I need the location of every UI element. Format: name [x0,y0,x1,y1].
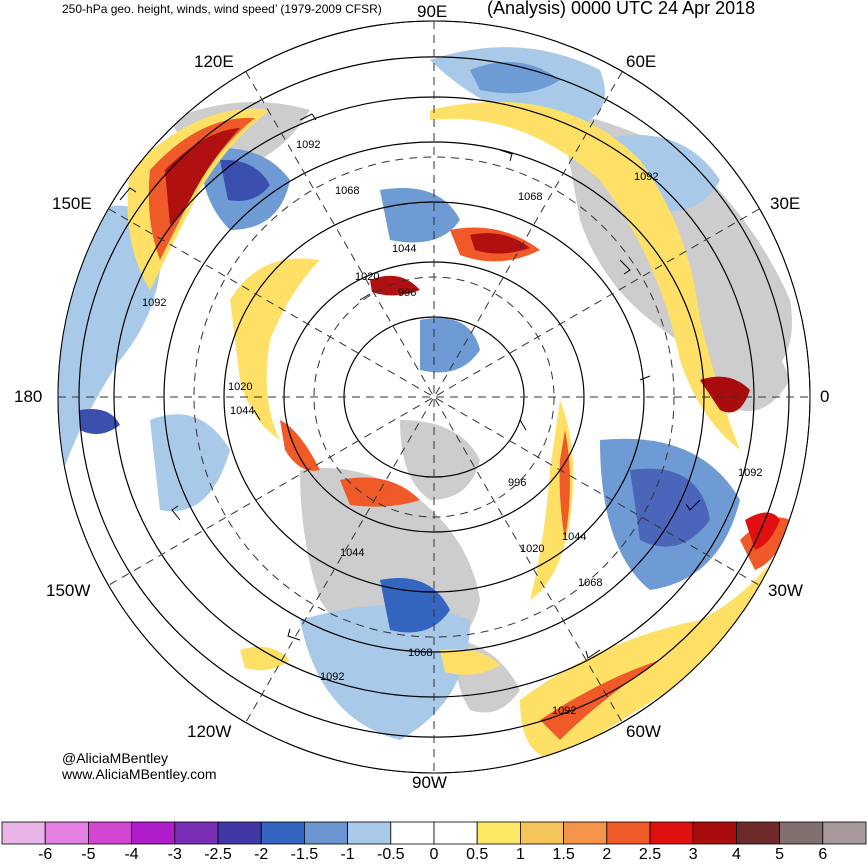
contour-label: 1092 [296,139,320,151]
colorbar-tick-label: 6 [818,846,828,863]
colorbar-swatch [606,821,651,845]
colorbar-swatch [692,821,737,845]
polar-map: 1092 1068 1044 1020 996 1068 1092 1092 1… [57,20,811,774]
contour-label: 996 [398,287,416,299]
colorbar-tick-label: -5 [81,846,96,863]
colorbar-swatch [260,821,305,845]
colorbar-swatch [347,821,392,845]
lon-label-90w: 90W [412,773,447,792]
contour-label: 1068 [408,647,432,659]
contour-label: 1068 [335,185,359,197]
colorbar-tick-label: 1.5 [552,846,575,863]
colorbar-swatch [131,821,176,845]
graticule [58,21,810,773]
contour-label: 1092 [552,705,576,717]
colorbar-tick-label: 4 [731,846,741,863]
colorbar-swatch [44,821,89,845]
colorbar-tick-label: 2 [602,846,612,863]
contour-label: 1020 [520,543,544,555]
colorbar-tick-label: -1 [340,846,355,863]
contour-label: 996 [508,477,526,489]
wind-barbs [119,113,701,659]
colorbar-swatch [779,821,824,845]
colorbar-tick-label: 2.5 [638,846,662,863]
height-contours [78,56,790,738]
lon-label-60e: 60E [626,52,657,71]
contour-label: 1044 [392,243,416,255]
contour-label: 1092 [320,671,344,683]
colorbar-tick-label: -6 [38,846,53,863]
lon-label-120w: 120W [187,722,232,741]
lon-label-120e: 120E [194,52,234,71]
colorbar-swatch [563,821,608,845]
contour-label: 1068 [578,577,602,589]
colorbar-swatch [88,821,133,845]
colorbar-swatch [1,821,46,845]
credit-handle: @AliciaMBentley [62,750,169,766]
colorbar-swatch [520,821,565,845]
colorbar-tick-label: -1.5 [290,846,319,863]
contour-label: 1044 [562,531,586,543]
colorbar-tick-label: 3 [688,846,698,863]
colorbar-swatch [822,821,867,845]
colorbar-tick-label: 0.5 [466,846,489,863]
contour-label: 1020 [355,271,379,283]
contour-label: 1092 [634,171,658,183]
positive-anomaly-fields [127,101,800,760]
lon-label-0: 0 [820,387,830,406]
contour-label: 1044 [230,405,254,417]
colorbar-swatch [649,821,694,845]
map-title: 250-hPa geo. height, winds, wind speed’ … [62,2,382,16]
colorbar-swatch [303,821,348,845]
lon-label-60w: 60W [626,722,661,741]
analysis-time: (Analysis) 0000 UTC 24 Apr 2018 [487,0,756,18]
colorbar-tick-label: -0.5 [377,846,405,863]
colorbar-swatch [174,821,219,845]
lon-label-30w: 30W [768,581,803,600]
colorbar-tick-label: -2.5 [204,846,232,863]
colorbar-tick-label: 5 [775,846,785,863]
lon-label-150w: 150W [46,581,91,600]
colorbar-tick-label: -3 [167,846,182,863]
colorbar-tick-label: 1 [515,846,525,863]
colorbar [1,821,867,845]
colorbar-tick-label: 0 [429,846,439,863]
colorbar-tick-label: -2 [254,846,269,863]
contour-label-group: 1092 1068 1044 1020 996 1068 1092 1092 1… [142,139,762,717]
colorbar-swatch [433,821,478,845]
contour-label: 1020 [228,381,252,393]
colorbar-swatch [390,821,435,845]
lon-label-150e: 150E [52,194,92,213]
credit-website: www.AliciaMBentley.com [62,766,217,782]
lon-label-30e: 30E [770,194,801,213]
colorbar-swatch [736,821,781,845]
colorbar-swatch [217,821,262,845]
contour-label: 1044 [340,547,364,559]
lon-label-180: 180 [14,387,43,406]
contour-label: 1092 [738,467,762,479]
negative-anomaly-fields [58,47,740,740]
colorbar-tick-label: -4 [124,846,139,863]
lon-label-90e: 90E [417,2,448,21]
contour-label: 1068 [518,191,542,203]
contour-label: 1092 [142,297,166,309]
colorbar-swatch [476,821,521,845]
